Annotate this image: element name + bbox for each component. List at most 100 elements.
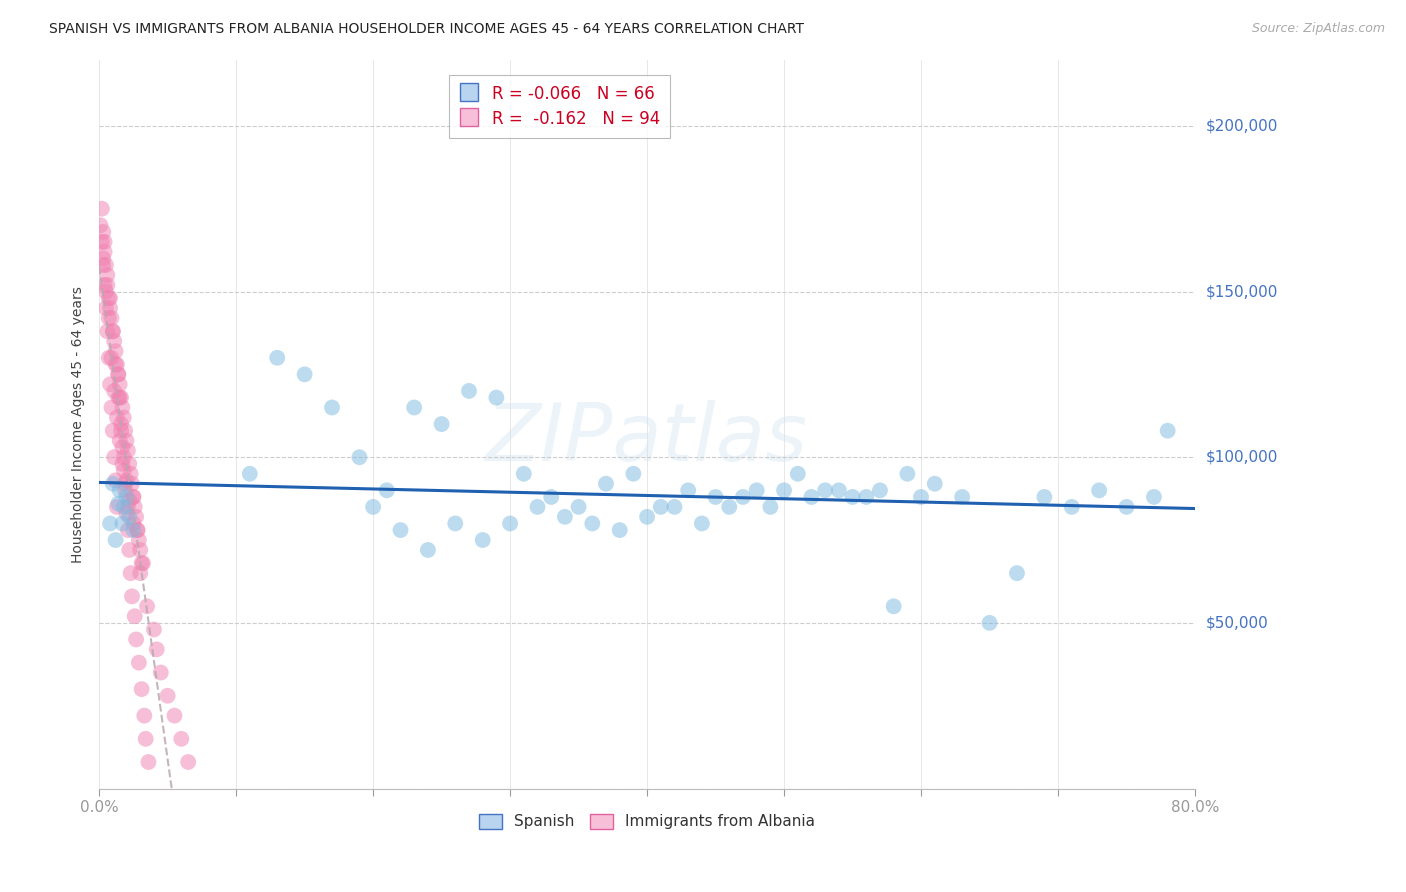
Point — [869, 483, 891, 498]
Point — [430, 417, 453, 431]
Text: SPANISH VS IMMIGRANTS FROM ALBANIA HOUSEHOLDER INCOME AGES 45 - 64 YEARS CORRELA: SPANISH VS IMMIGRANTS FROM ALBANIA HOUSE… — [49, 22, 804, 37]
Point — [814, 483, 837, 498]
Point — [118, 457, 141, 471]
Point — [122, 490, 145, 504]
Point — [156, 689, 179, 703]
Point — [266, 351, 288, 365]
Point — [294, 368, 316, 382]
Point — [117, 523, 139, 537]
Point — [1143, 490, 1166, 504]
Point — [94, 285, 117, 299]
Point — [773, 483, 796, 498]
Point — [349, 450, 371, 465]
Point — [142, 623, 165, 637]
Point — [118, 543, 141, 558]
Point — [93, 244, 115, 259]
Point — [103, 450, 125, 465]
Point — [93, 235, 115, 249]
Point — [129, 566, 152, 581]
Point — [115, 434, 138, 448]
Point — [568, 500, 591, 514]
Point — [91, 252, 114, 266]
Point — [1033, 490, 1056, 504]
Point — [121, 590, 143, 604]
Point — [745, 483, 768, 498]
Point — [163, 708, 186, 723]
Text: Source: ZipAtlas.com: Source: ZipAtlas.com — [1251, 22, 1385, 36]
Point — [112, 463, 135, 477]
Text: $150,000: $150,000 — [1206, 284, 1278, 299]
Point — [96, 268, 118, 282]
Point — [127, 523, 149, 537]
Point — [149, 665, 172, 680]
Point — [104, 474, 127, 488]
Text: $100,000: $100,000 — [1206, 450, 1278, 465]
Point — [883, 599, 905, 614]
Point — [111, 457, 134, 471]
Point — [513, 467, 536, 481]
Point — [704, 490, 727, 504]
Point — [759, 500, 782, 514]
Point — [136, 599, 159, 614]
Point — [101, 324, 124, 338]
Point — [97, 291, 120, 305]
Point — [108, 377, 131, 392]
Point — [120, 467, 142, 481]
Point — [731, 490, 754, 504]
Point — [132, 556, 155, 570]
Point — [110, 424, 132, 438]
Point — [104, 358, 127, 372]
Point — [111, 516, 134, 531]
Point — [112, 500, 135, 514]
Point — [90, 235, 112, 249]
Point — [1060, 500, 1083, 514]
Point — [93, 277, 115, 292]
Point — [101, 476, 124, 491]
Point — [526, 500, 548, 514]
Point — [321, 401, 343, 415]
Point — [979, 615, 1001, 630]
Text: ZIPatlas: ZIPatlas — [486, 400, 808, 477]
Point — [112, 450, 135, 465]
Point — [97, 311, 120, 326]
Point — [111, 440, 134, 454]
Point — [650, 500, 672, 514]
Point — [676, 483, 699, 498]
Point — [950, 490, 973, 504]
Point — [124, 609, 146, 624]
Point — [122, 516, 145, 531]
Point — [375, 483, 398, 498]
Point — [924, 476, 946, 491]
Point — [107, 368, 129, 382]
Point — [104, 533, 127, 547]
Point — [108, 434, 131, 448]
Point — [499, 516, 522, 531]
Point — [828, 483, 851, 498]
Point — [485, 391, 508, 405]
Point — [718, 500, 741, 514]
Point — [910, 490, 932, 504]
Point — [134, 708, 156, 723]
Point — [110, 391, 132, 405]
Point — [1088, 483, 1111, 498]
Point — [404, 401, 426, 415]
Point — [389, 523, 412, 537]
Point — [98, 516, 121, 531]
Text: $50,000: $50,000 — [1206, 615, 1268, 631]
Point — [361, 500, 384, 514]
Point — [118, 509, 141, 524]
Point — [125, 509, 148, 524]
Point — [664, 500, 686, 514]
Legend: Spanish, Immigrants from Albania: Spanish, Immigrants from Albania — [472, 808, 821, 836]
Point — [458, 384, 481, 398]
Text: $200,000: $200,000 — [1206, 119, 1278, 134]
Point — [690, 516, 713, 531]
Point — [120, 566, 142, 581]
Point — [122, 490, 145, 504]
Point — [138, 755, 160, 769]
Point — [124, 500, 146, 514]
Point — [98, 301, 121, 315]
Point — [125, 632, 148, 647]
Point — [122, 523, 145, 537]
Point — [114, 424, 136, 438]
